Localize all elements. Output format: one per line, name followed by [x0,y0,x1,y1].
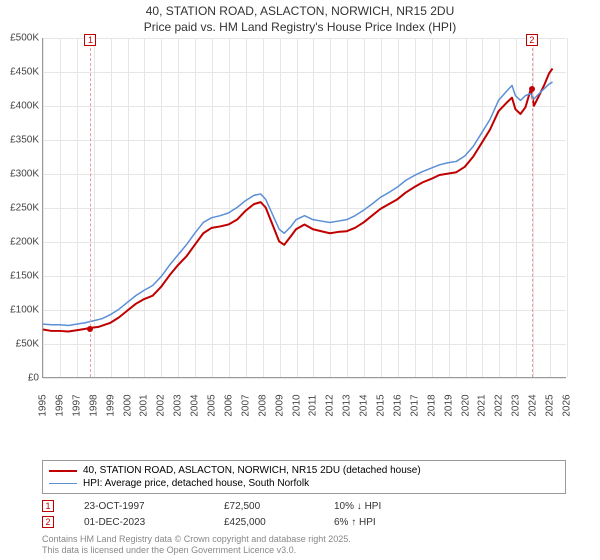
legend-swatch [49,483,77,485]
x-tick-label: 2017 [409,394,420,416]
x-tick-label: 2006 [223,394,234,416]
y-tick-label: £400K [10,101,39,112]
x-tick-label: 2015 [376,394,387,416]
footnote-line-1: Contains HM Land Registry data © Crown c… [42,534,351,544]
y-tick-label: £200K [10,237,39,248]
callout-table: 1 23-OCT-1997£72,50010% ↓ HPI 2 01-DEC-2023… [42,498,566,530]
x-tick-label: 2000 [122,394,133,416]
gridline-h [43,378,566,379]
series-hpi [43,82,553,325]
x-tick-label: 1996 [54,394,65,416]
legend-row: 40, STATION ROAD, ASLACTON, NORWICH, NR1… [49,464,559,477]
x-tick-label: 1995 [38,394,49,416]
y-tick-label: £350K [10,135,39,146]
callout-relation: 10% ↓ HPI [334,501,566,512]
x-tick-label: 2003 [173,394,184,416]
y-tick-label: £500K [10,33,39,44]
x-tick-label: 2026 [562,394,573,416]
callout-index-box: 1 [42,500,54,512]
title-line-1: 40, STATION ROAD, ASLACTON, NORWICH, NR1… [146,4,455,18]
x-tick-label: 2022 [494,394,505,416]
x-tick-label: 2002 [156,394,167,416]
x-tick-label: 2009 [274,394,285,416]
x-tick-label: 2008 [257,394,268,416]
marker-dot [529,86,535,92]
x-tick-label: 2012 [325,394,336,416]
x-tick-label: 1998 [88,394,99,416]
y-tick-label: £100K [10,305,39,316]
x-tick-label: 2005 [207,394,218,416]
callout-index-box: 2 [42,516,54,528]
marker-box: 1 [84,34,96,46]
x-tick-label: 2023 [511,394,522,416]
x-tick-label: 2018 [426,394,437,416]
callout-date: 01-DEC-2023 [84,517,224,528]
legend-swatch [49,470,77,472]
footnote-line-2: This data is licensed under the Open Gov… [42,545,296,555]
y-tick-label: £250K [10,203,39,214]
callout-price: £72,500 [224,501,334,512]
plot-area: £0£50K£100K£150K£200K£250K£300K£350K£400… [42,38,566,378]
x-tick-label: 2014 [359,394,370,416]
x-tick-label: 2024 [528,394,539,416]
x-tick-label: 2019 [443,394,454,416]
x-tick-label: 2004 [190,394,201,416]
chart: £0 £50K £100K £150K £200K £250K £300K £350K £400… [0,38,600,418]
marker-dot [87,326,93,332]
chart-title: 40, STATION ROAD, ASLACTON, NORWICH, NR1… [0,0,600,35]
x-tick-label: 2021 [477,394,488,416]
legend-label: HPI: Average price, detached house, Sout… [83,478,309,489]
callout-row: 2 01-DEC-2023£425,0006% ↑ HPI [42,514,566,530]
x-tick-label: 2010 [291,394,302,416]
legend: 40, STATION ROAD, ASLACTON, NORWICH, NR1… [42,460,566,494]
x-tick-label: 2020 [460,394,471,416]
marker-box: 2 [526,34,538,46]
x-tick-label: 2011 [308,395,319,417]
x-tick-label: 2016 [392,394,403,416]
title-line-2: Price paid vs. HM Land Registry's House … [144,20,456,34]
legend-row: HPI: Average price, detached house, Sout… [49,477,559,490]
footnote: Contains HM Land Registry data © Crown c… [42,534,566,556]
y-tick-label: £50K [16,339,39,350]
series-price_paid [43,69,553,332]
series-svg [43,38,566,377]
callout-row: 1 23-OCT-1997£72,50010% ↓ HPI [42,498,566,514]
callout-date: 23-OCT-1997 [84,501,224,512]
y-tick-label: £300K [10,169,39,180]
x-tick-label: 2007 [240,394,251,416]
y-tick-label: £150K [10,271,39,282]
legend-label: 40, STATION ROAD, ASLACTON, NORWICH, NR1… [83,465,421,476]
callout-relation: 6% ↑ HPI [334,517,566,528]
callout-price: £425,000 [224,517,334,528]
x-tick-label: 1999 [105,394,116,416]
x-tick-label: 2025 [545,394,556,416]
x-tick-label: 2001 [139,394,150,416]
y-tick-label: £450K [10,67,39,78]
x-tick-label: 1997 [71,394,82,416]
gridline-v [567,38,568,377]
y-tick-label: £0 [28,373,39,384]
x-tick-label: 2013 [342,394,353,416]
